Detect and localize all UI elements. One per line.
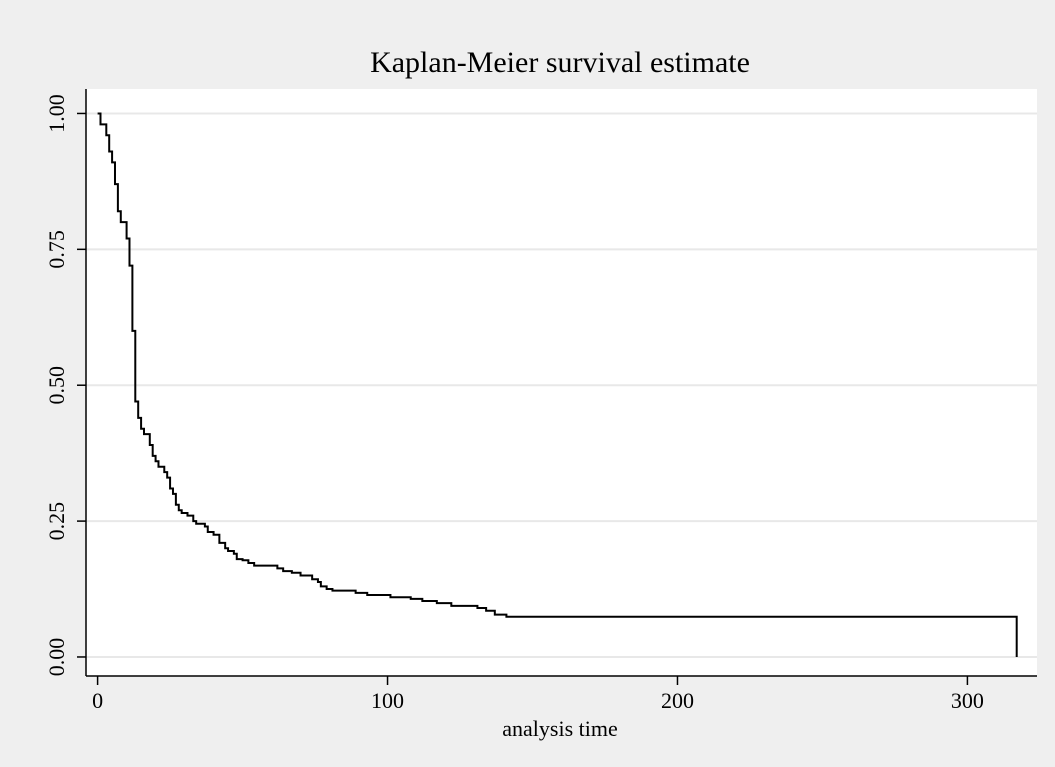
series-layer xyxy=(97,112,1018,657)
y-tick-label: 1.00 xyxy=(44,94,69,133)
y-tick-label: 0.25 xyxy=(44,502,69,541)
y-tick-label: 0.75 xyxy=(44,230,69,268)
chart-title: Kaplan-Meier survival estimate xyxy=(370,46,750,79)
x-tick-label: 0 xyxy=(92,688,103,713)
ticks: 0 100 200 300 0.00 0.25 0.50 0.75 1.00 xyxy=(44,94,984,713)
plot-area xyxy=(86,89,1037,676)
y-tick-label: 0.00 xyxy=(44,638,69,677)
x-axis-label: analysis time xyxy=(502,716,617,741)
axes xyxy=(85,89,1037,677)
x-tick-label: 100 xyxy=(371,688,404,713)
y-tick-label: 0.50 xyxy=(44,366,69,405)
survival-step-line xyxy=(97,112,1018,657)
gridlines xyxy=(86,112,1037,658)
x-tick-label: 200 xyxy=(661,688,694,713)
x-tick-label: 300 xyxy=(951,688,984,713)
